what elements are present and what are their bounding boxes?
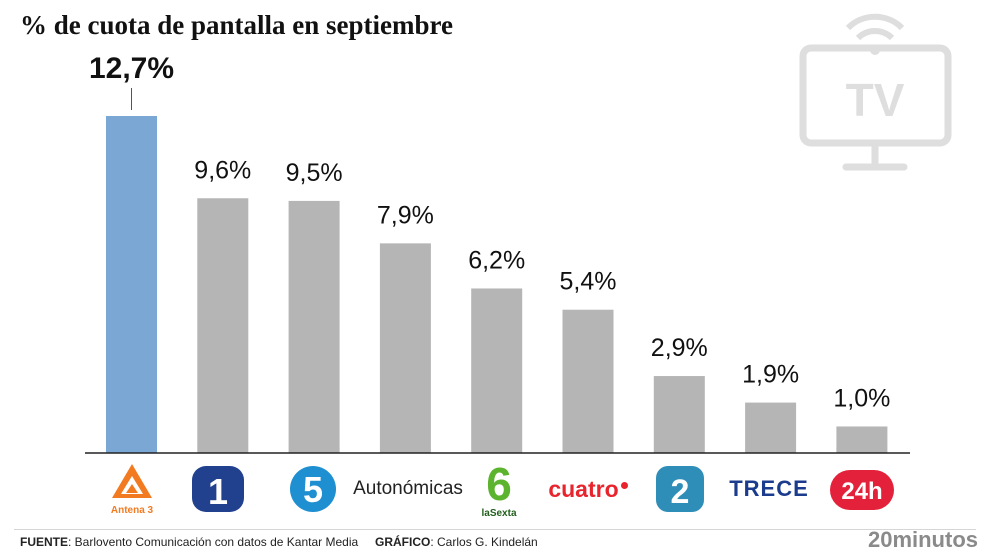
value-label-9: 1,0% [833,384,890,412]
la1-label: 1 [208,471,228,512]
bar-8 [745,402,797,453]
bar-5 [471,288,523,453]
footer-divider [14,529,976,530]
brand-logo: 20minutos [867,527,978,552]
value-label-5: 6,2% [468,246,525,274]
tv-icon-text: TV [846,74,905,126]
bar-2 [197,198,249,453]
bar-chart: TV 12,7% 9,6% 9,5% 7,9% 6,2% 5,4% 2,9% 1,9% 1,0% [85,13,952,454]
la2-label: 2 [671,473,690,511]
bar-9 [836,426,888,453]
bar-4 [379,243,431,453]
source-text: : Barlovento Comunicación con datos de K… [68,535,359,549]
footer-source: FUENTE: Barlovento Comunicación con dato… [20,535,358,549]
logo-autonomicas: Autonómicas [345,458,471,520]
cuatro-dot-icon [620,481,628,489]
value-label-7: 2,9% [651,334,708,362]
logo-antena3: Antena 3 [102,458,162,520]
logo-telecinco: 5 [284,458,342,520]
logo-24h: 24h [826,458,898,520]
bar-6 [562,309,614,453]
value-label-1: 12,7% [89,52,174,85]
chart-title: % de cuota de pantalla en septiembre [20,10,453,40]
bar-1 [106,116,157,453]
tv-icon [799,13,952,171]
bar-3 [288,200,340,453]
logo-trece: TRECE [722,458,816,520]
credit-text: : Carlos G. Kindelán [430,535,538,549]
logo-la1: 1 [188,458,248,520]
value-label-2: 9,6% [194,156,251,184]
logo-la2: 2 [652,458,708,520]
credit-label: GRÁFICO [375,535,431,549]
trece-label: TRECE [729,476,809,501]
lasexta-label: laSexta [481,508,516,519]
canal24h-label: 24h [841,478,882,505]
telecinco-label: 5 [303,469,323,510]
antena3-label: Antena 3 [111,505,154,516]
value-label-8: 1,9% [742,361,799,389]
value-label-3: 9,5% [286,159,343,187]
bar-7 [653,376,705,453]
source-label: FUENTE [20,535,68,549]
autonomicas-label: Autonómicas [353,478,463,499]
value-label-4: 7,9% [377,201,434,229]
logo-cuatro: cuatro [536,458,640,520]
cuatro-label: cuatro [548,475,619,502]
value-label-6: 5,4% [560,268,617,296]
logo-lasexta: 6 laSexta [472,458,526,520]
lasexta-digit: 6 [486,458,512,510]
footer-credit: GRÁFICO: Carlos G. Kindelán [375,535,538,549]
